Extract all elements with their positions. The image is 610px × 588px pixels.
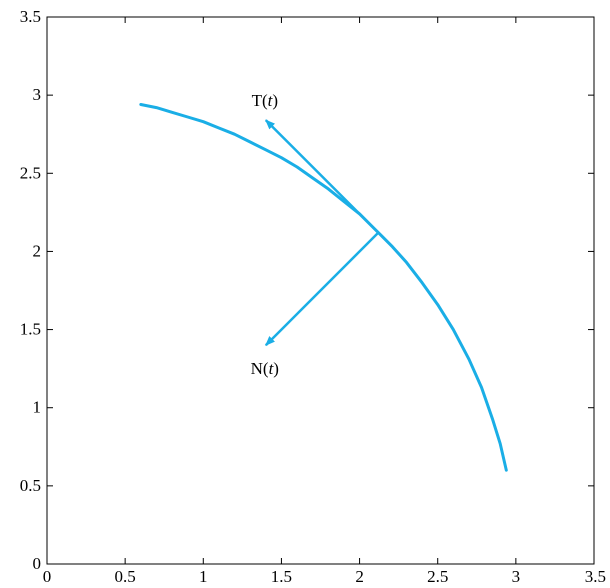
y-tick-label: 2.5 (20, 163, 41, 182)
y-tick-label: 2 (33, 241, 42, 260)
y-tick-label: 1.5 (20, 320, 41, 339)
vector-n-arrow (264, 231, 380, 347)
x-tick-label: 0.5 (115, 567, 136, 586)
x-tick-label: 3.5 (585, 567, 606, 586)
vector-t-arrow (264, 119, 380, 234)
x-tick-label: 1.5 (271, 567, 292, 586)
x-tick-label: 2.5 (427, 567, 448, 586)
vector-n-label: N(t) (251, 359, 279, 378)
y-tick-label: 3.5 (20, 7, 41, 26)
x-tick-label: 3 (512, 567, 521, 586)
y-tick-label: 3 (33, 85, 42, 104)
vector-layer: T(t) N(t) (251, 91, 380, 378)
curve-series (139, 103, 508, 472)
y-tick-label: 1 (33, 398, 42, 417)
axis-ticks (46, 16, 595, 565)
axis-tick-labels: 0 0.5 1 1.5 2 2.5 3 3.5 0 0.5 1 1.5 2 2.5 3 3.5 (20, 7, 606, 586)
y-tick-label: 0 (33, 554, 42, 573)
series-layer (139, 103, 508, 472)
vector-t-label: T(t) (252, 91, 278, 110)
x-tick-label: 0 (43, 567, 52, 586)
y-tick-label: 0.5 (20, 476, 41, 495)
x-tick-label: 2 (355, 567, 364, 586)
x-tick-label: 1 (199, 567, 208, 586)
